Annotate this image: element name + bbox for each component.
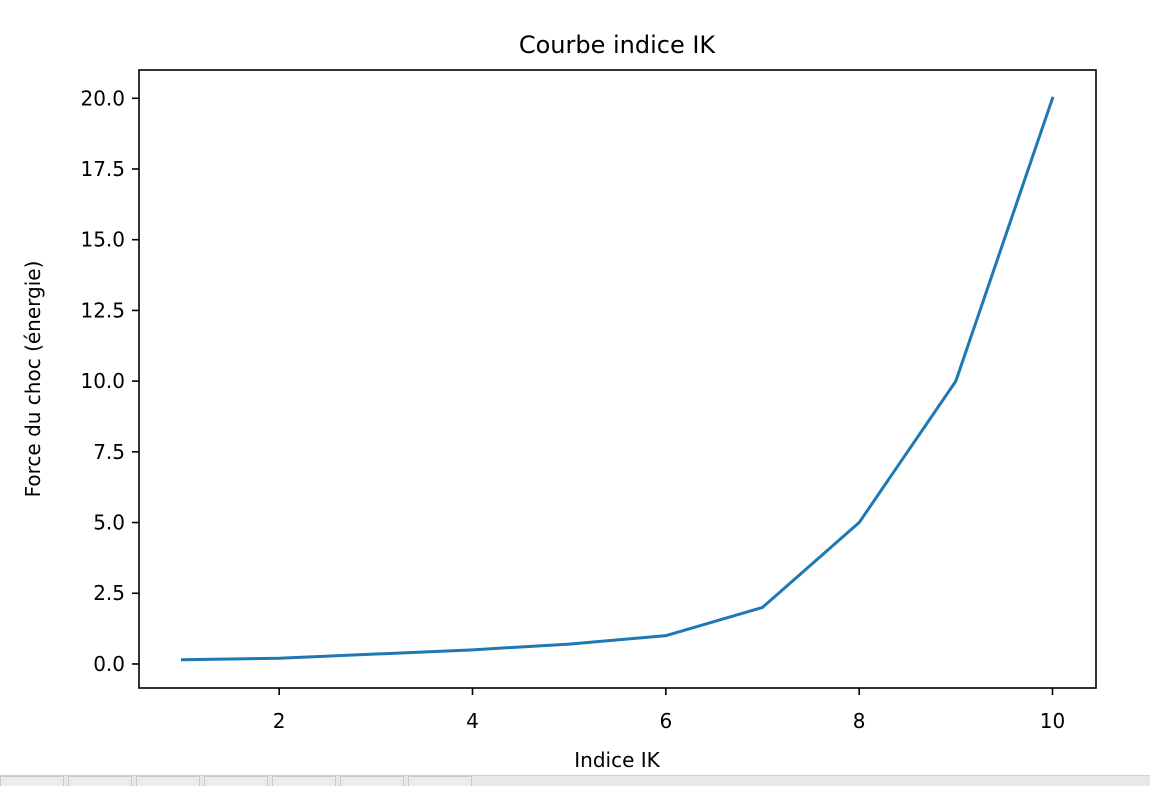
series-line xyxy=(180,96,1055,662)
toolbar-tab[interactable] xyxy=(204,776,268,786)
y-tick-label: 17.5 xyxy=(80,157,125,181)
x-axis-label: Indice IK xyxy=(574,748,660,772)
y-tick-label: 2.5 xyxy=(93,581,125,605)
x-tick-label: 10 xyxy=(1040,709,1065,733)
bottom-toolbar xyxy=(0,775,1150,786)
x-tick-label: 8 xyxy=(853,709,866,733)
y-tick-label: 20.0 xyxy=(80,86,125,110)
chart-title: Courbe indice IK xyxy=(519,31,717,59)
x-tick-label: 6 xyxy=(659,709,672,733)
toolbar-tab[interactable] xyxy=(408,776,472,786)
toolbar-tab[interactable] xyxy=(136,776,200,786)
toolbar-tab[interactable] xyxy=(340,776,404,786)
y-tick-label: 10.0 xyxy=(80,369,125,393)
y-tick-label: 15.0 xyxy=(80,228,125,252)
y-tick-label: 5.0 xyxy=(93,511,125,535)
plot-area: 2 4 6 8 10 0.0 2.5 5.0 7.5 10.0 12.5 15.0 17.5 20.0 xyxy=(80,69,1097,733)
axes-frame xyxy=(138,69,1097,689)
toolbar-tab[interactable] xyxy=(0,776,64,786)
x-tick-label: 2 xyxy=(273,709,286,733)
toolbar-tab[interactable] xyxy=(272,776,336,786)
toolbar-tab[interactable] xyxy=(68,776,132,786)
x-tick-label: 4 xyxy=(466,709,479,733)
y-tick-label: 0.0 xyxy=(93,652,125,676)
y-tick-label: 12.5 xyxy=(80,298,125,322)
y-tick-label: 7.5 xyxy=(93,440,125,464)
y-axis-label: Force du choc (énergie) xyxy=(21,261,45,498)
